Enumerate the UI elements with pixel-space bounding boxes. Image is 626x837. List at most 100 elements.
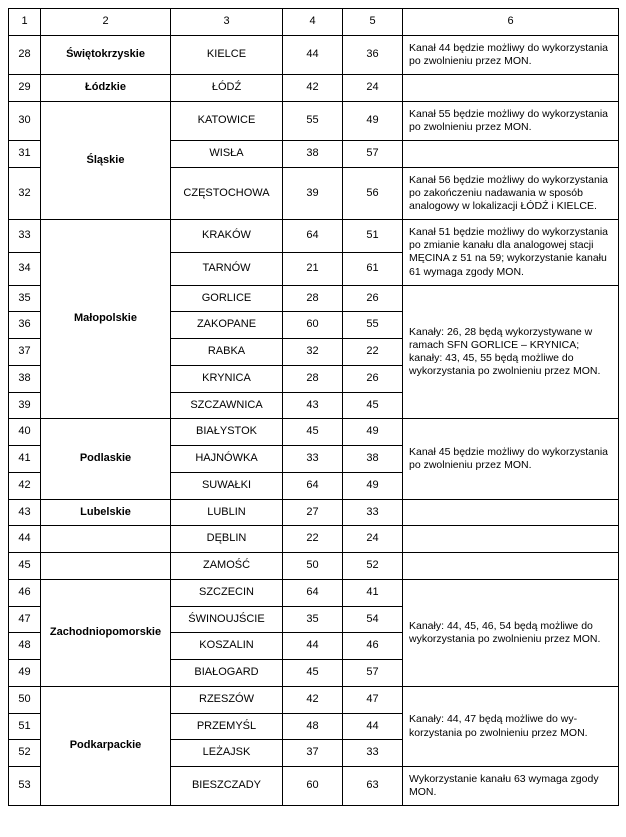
city-cell: KOSZALIN (171, 633, 283, 660)
value-4: 35 (283, 606, 343, 633)
city-cell: PRZEMYŚL (171, 713, 283, 740)
row-number: 28 (9, 35, 41, 74)
value-5: 26 (343, 285, 403, 312)
city-cell: RABKA (171, 339, 283, 366)
city-cell: ZAMOŚĆ (171, 553, 283, 580)
header-cell-3: 3 (171, 9, 283, 36)
city-cell: BIAŁYSTOK (171, 419, 283, 446)
row-number: 42 (9, 472, 41, 499)
header-cell-6: 6 (403, 9, 619, 36)
value-5: 52 (343, 553, 403, 580)
value-4: 45 (283, 660, 343, 687)
row-number: 51 (9, 713, 41, 740)
row-number: 35 (9, 285, 41, 312)
city-cell: SUWAŁKI (171, 472, 283, 499)
table-row: 44DĘBLIN2224 (9, 526, 619, 553)
value-5: 63 (343, 767, 403, 806)
region-cell: Lubelskie (41, 499, 171, 526)
value-4: 38 (283, 141, 343, 168)
note-cell: Kanał 44 będzie możliwy do wyko­rzystani… (403, 35, 619, 74)
note-cell: Kanały: 44, 47 będą możliwe do wy­korzys… (403, 686, 619, 766)
region-cell: Łódzkie (41, 75, 171, 102)
region-cell: Śląskie (41, 101, 171, 219)
region-cell: Świętokrzyskie (41, 35, 171, 74)
value-5: 45 (343, 392, 403, 419)
value-4: 43 (283, 392, 343, 419)
value-4: 50 (283, 553, 343, 580)
value-5: 57 (343, 660, 403, 687)
value-5: 44 (343, 713, 403, 740)
header-row: 123456 (9, 9, 619, 36)
table-row: 40PodlaskieBIAŁYSTOK4549Kanał 45 będzie … (9, 419, 619, 446)
value-5: 26 (343, 365, 403, 392)
value-4: 44 (283, 35, 343, 74)
city-cell: LEŻAJSK (171, 740, 283, 767)
table-row: 43LubelskieLUBLIN2733 (9, 499, 619, 526)
city-cell: TARNÓW (171, 252, 283, 285)
note-cell: Kanał 56 będzie możliwy do wyko­rzystani… (403, 167, 619, 219)
value-5: 36 (343, 35, 403, 74)
row-number: 52 (9, 740, 41, 767)
region-cell (41, 553, 171, 580)
note-cell: Kanały: 44, 45, 46, 54 będą możliwe do w… (403, 579, 619, 686)
value-4: 45 (283, 419, 343, 446)
value-4: 37 (283, 740, 343, 767)
row-number: 29 (9, 75, 41, 102)
value-5: 49 (343, 419, 403, 446)
value-4: 39 (283, 167, 343, 219)
header-cell-2: 2 (41, 9, 171, 36)
header-cell-4: 4 (283, 9, 343, 36)
note-cell: Kanał 45 będzie możliwy do wyko­rzystani… (403, 419, 619, 499)
note-cell: Kanał 55 będzie możliwy do wyko­rzystani… (403, 101, 619, 140)
city-cell: GORLICE (171, 285, 283, 312)
value-4: 48 (283, 713, 343, 740)
city-cell: SZCZECIN (171, 579, 283, 606)
value-4: 32 (283, 339, 343, 366)
value-5: 56 (343, 167, 403, 219)
table-row: 45ZAMOŚĆ5052 (9, 553, 619, 580)
row-number: 34 (9, 252, 41, 285)
value-5: 46 (343, 633, 403, 660)
value-5: 47 (343, 686, 403, 713)
value-4: 44 (283, 633, 343, 660)
note-cell (403, 141, 619, 168)
value-5: 22 (343, 339, 403, 366)
value-4: 28 (283, 285, 343, 312)
row-number: 32 (9, 167, 41, 219)
city-cell: BIESZCZADY (171, 767, 283, 806)
value-5: 55 (343, 312, 403, 339)
city-cell: KATOWICE (171, 101, 283, 140)
city-cell: BIAŁOGARD (171, 660, 283, 687)
value-5: 51 (343, 220, 403, 253)
city-cell: ŚWINOUJŚCIE (171, 606, 283, 633)
row-number: 37 (9, 339, 41, 366)
row-number: 43 (9, 499, 41, 526)
value-4: 33 (283, 446, 343, 473)
city-cell: WISŁA (171, 141, 283, 168)
region-cell (41, 526, 171, 553)
value-4: 64 (283, 220, 343, 253)
city-cell: KRYNICA (171, 365, 283, 392)
value-4: 21 (283, 252, 343, 285)
value-4: 64 (283, 579, 343, 606)
value-4: 60 (283, 767, 343, 806)
city-cell: HAJNÓWKA (171, 446, 283, 473)
value-5: 33 (343, 499, 403, 526)
row-number: 48 (9, 633, 41, 660)
note-cell: Kanały: 26, 28 będą wykorzystywane w ram… (403, 285, 619, 419)
row-number: 41 (9, 446, 41, 473)
row-number: 46 (9, 579, 41, 606)
region-cell: Małopolskie (41, 220, 171, 419)
value-5: 24 (343, 75, 403, 102)
city-cell: KRAKÓW (171, 220, 283, 253)
city-cell: SZCZAWNICA (171, 392, 283, 419)
row-number: 33 (9, 220, 41, 253)
value-4: 22 (283, 526, 343, 553)
row-number: 50 (9, 686, 41, 713)
table-row: 50PodkarpackieRZESZÓW4247Kanały: 44, 47 … (9, 686, 619, 713)
city-cell: RZESZÓW (171, 686, 283, 713)
value-5: 38 (343, 446, 403, 473)
value-5: 49 (343, 101, 403, 140)
value-5: 61 (343, 252, 403, 285)
row-number: 49 (9, 660, 41, 687)
